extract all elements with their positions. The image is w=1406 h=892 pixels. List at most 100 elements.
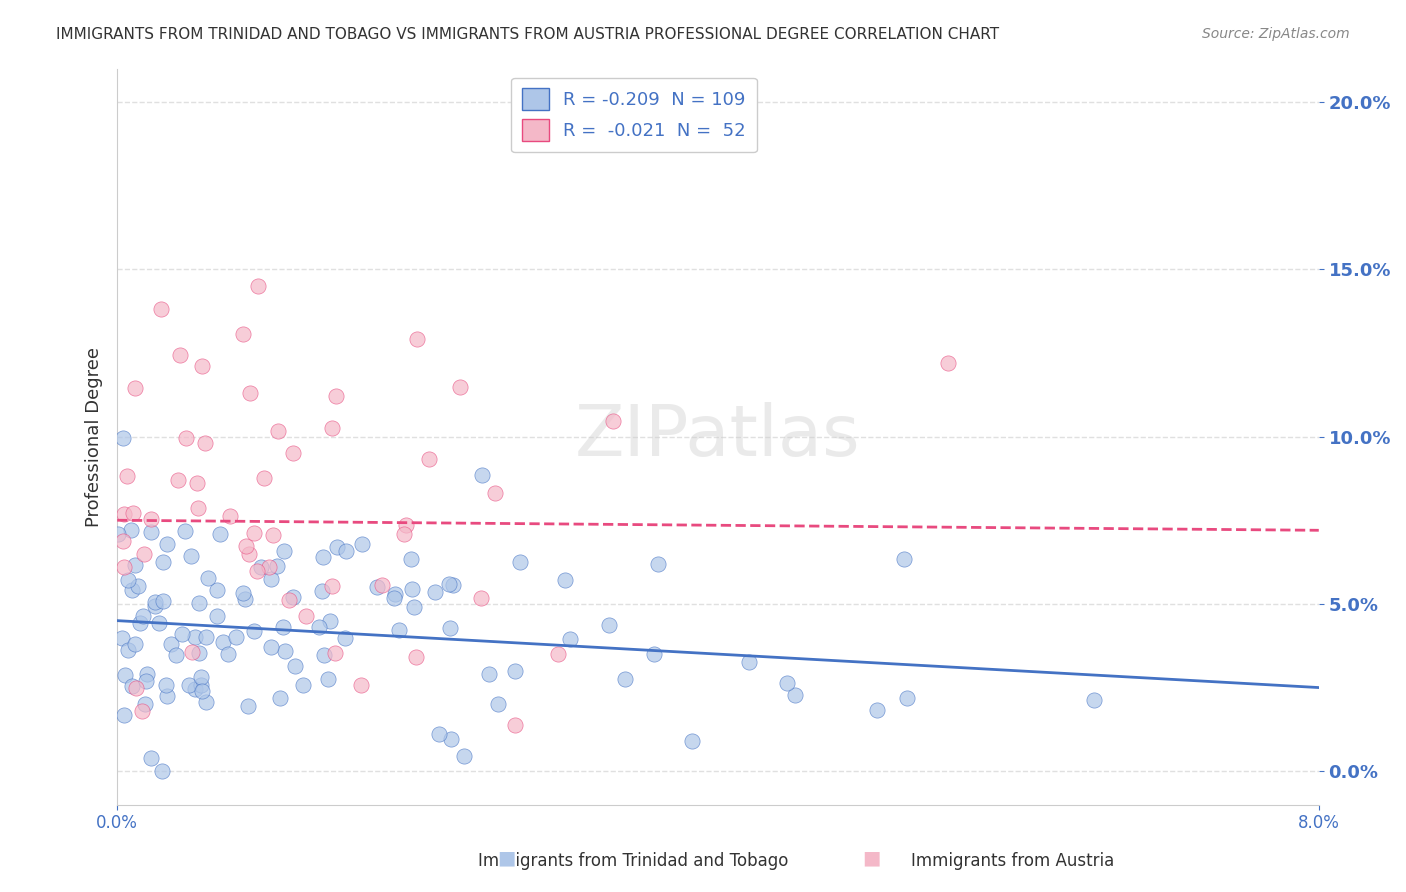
Point <box>156 689 179 703</box>
Point <box>141 524 163 539</box>
Point <box>134 547 156 561</box>
Point <box>1083 692 1105 706</box>
Point <box>439 732 461 747</box>
Point <box>239 386 262 401</box>
Point <box>187 501 209 516</box>
Point <box>190 669 212 683</box>
Point <box>405 331 427 345</box>
Point <box>120 523 142 537</box>
Point <box>319 614 342 628</box>
Point <box>402 599 425 614</box>
Point <box>278 592 301 607</box>
Point <box>186 476 208 491</box>
Text: ■: ■ <box>496 848 516 867</box>
Point <box>160 637 183 651</box>
Point <box>194 436 217 450</box>
Point <box>111 631 134 645</box>
Point <box>471 468 494 483</box>
Point <box>259 559 281 574</box>
Point <box>253 470 276 484</box>
Point <box>194 695 217 709</box>
Point <box>260 572 283 586</box>
Point <box>145 599 167 613</box>
Point <box>177 678 200 692</box>
Point <box>135 667 157 681</box>
Point <box>602 413 624 427</box>
Point <box>325 646 347 660</box>
Point <box>131 704 153 718</box>
Point <box>509 555 531 569</box>
Y-axis label: Professional Degree: Professional Degree <box>86 347 103 526</box>
Point <box>333 631 356 645</box>
Point <box>115 469 138 483</box>
Point <box>139 751 162 765</box>
Point <box>418 451 440 466</box>
Point <box>384 587 406 601</box>
Point <box>208 526 231 541</box>
Point <box>135 673 157 688</box>
Point <box>150 301 173 316</box>
Point <box>152 764 174 779</box>
Point <box>598 618 620 632</box>
Point <box>271 619 294 633</box>
Point <box>191 359 214 374</box>
Point <box>191 683 214 698</box>
Point <box>169 348 191 362</box>
Point <box>148 616 170 631</box>
Point <box>439 621 461 635</box>
Point <box>232 326 254 341</box>
Point <box>247 279 270 293</box>
Point <box>266 558 288 573</box>
Point <box>121 582 143 597</box>
Point <box>167 473 190 487</box>
Point <box>238 547 260 561</box>
Point <box>180 549 202 563</box>
Point <box>547 647 569 661</box>
Point <box>197 570 219 584</box>
Point <box>865 703 887 717</box>
Point <box>478 666 501 681</box>
Point <box>124 636 146 650</box>
Point <box>316 672 339 686</box>
Point <box>429 727 451 741</box>
Point <box>776 675 799 690</box>
Point <box>554 574 576 588</box>
Point <box>217 647 239 661</box>
Point <box>401 552 423 566</box>
Point <box>295 609 318 624</box>
Point <box>262 528 284 542</box>
Point <box>184 630 207 644</box>
Point <box>366 580 388 594</box>
Point <box>284 658 307 673</box>
Point <box>170 627 193 641</box>
Point <box>441 577 464 591</box>
Point <box>152 555 174 569</box>
Point <box>274 644 297 658</box>
Point <box>453 748 475 763</box>
Point <box>388 623 411 637</box>
Point <box>124 681 146 695</box>
Point <box>134 697 156 711</box>
Text: IMMIGRANTS FROM TRINIDAD AND TOBAGO VS IMMIGRANTS FROM AUSTRIA PROFESSIONAL DEGR: IMMIGRANTS FROM TRINIDAD AND TOBAGO VS I… <box>56 27 1000 42</box>
Legend: R = -0.209  N = 109, R =  -0.021  N =  52: R = -0.209 N = 109, R = -0.021 N = 52 <box>510 78 756 153</box>
Point <box>111 533 134 548</box>
Point <box>936 356 959 370</box>
Point <box>112 507 135 521</box>
Point <box>250 560 273 574</box>
Point <box>311 583 333 598</box>
Point <box>269 690 291 705</box>
Point <box>194 631 217 645</box>
Point <box>395 518 418 533</box>
Point <box>205 608 228 623</box>
Point <box>173 524 195 538</box>
Point <box>283 590 305 604</box>
Point <box>112 708 135 723</box>
Point <box>129 615 152 630</box>
Point <box>124 381 146 395</box>
Point <box>439 577 461 591</box>
Point <box>281 446 304 460</box>
Point <box>405 649 427 664</box>
Point <box>205 583 228 598</box>
Point <box>219 508 242 523</box>
Point <box>232 586 254 600</box>
